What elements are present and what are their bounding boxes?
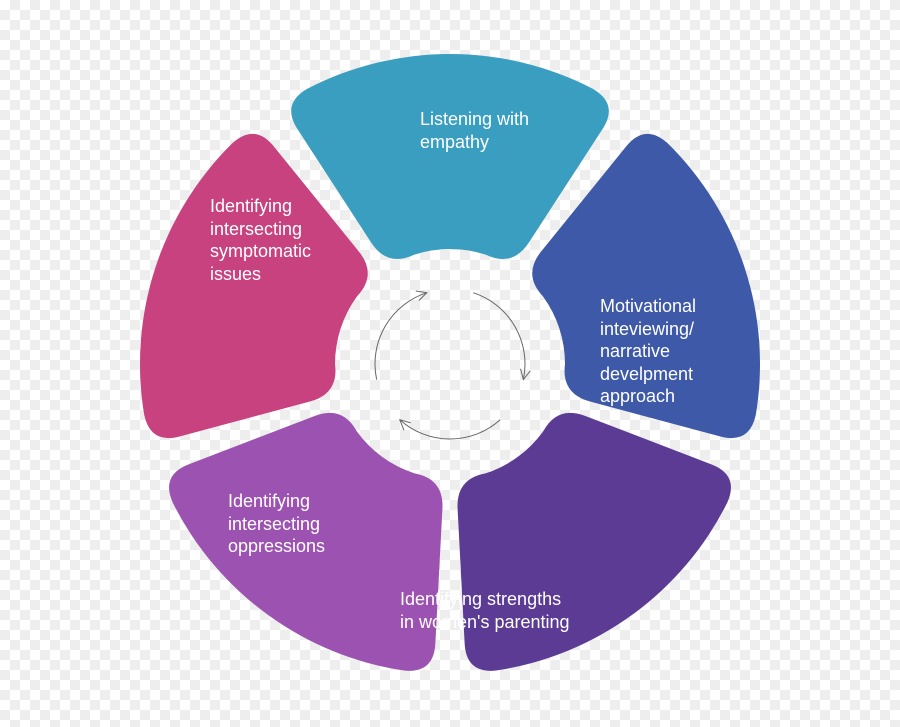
circular-process-diagram: Listening with empathyMotivational intev… [0,0,900,727]
cycle-arrows [375,291,530,439]
segment-oppressions [169,412,442,670]
ring-svg [120,34,780,694]
segment-strengths [458,412,731,670]
